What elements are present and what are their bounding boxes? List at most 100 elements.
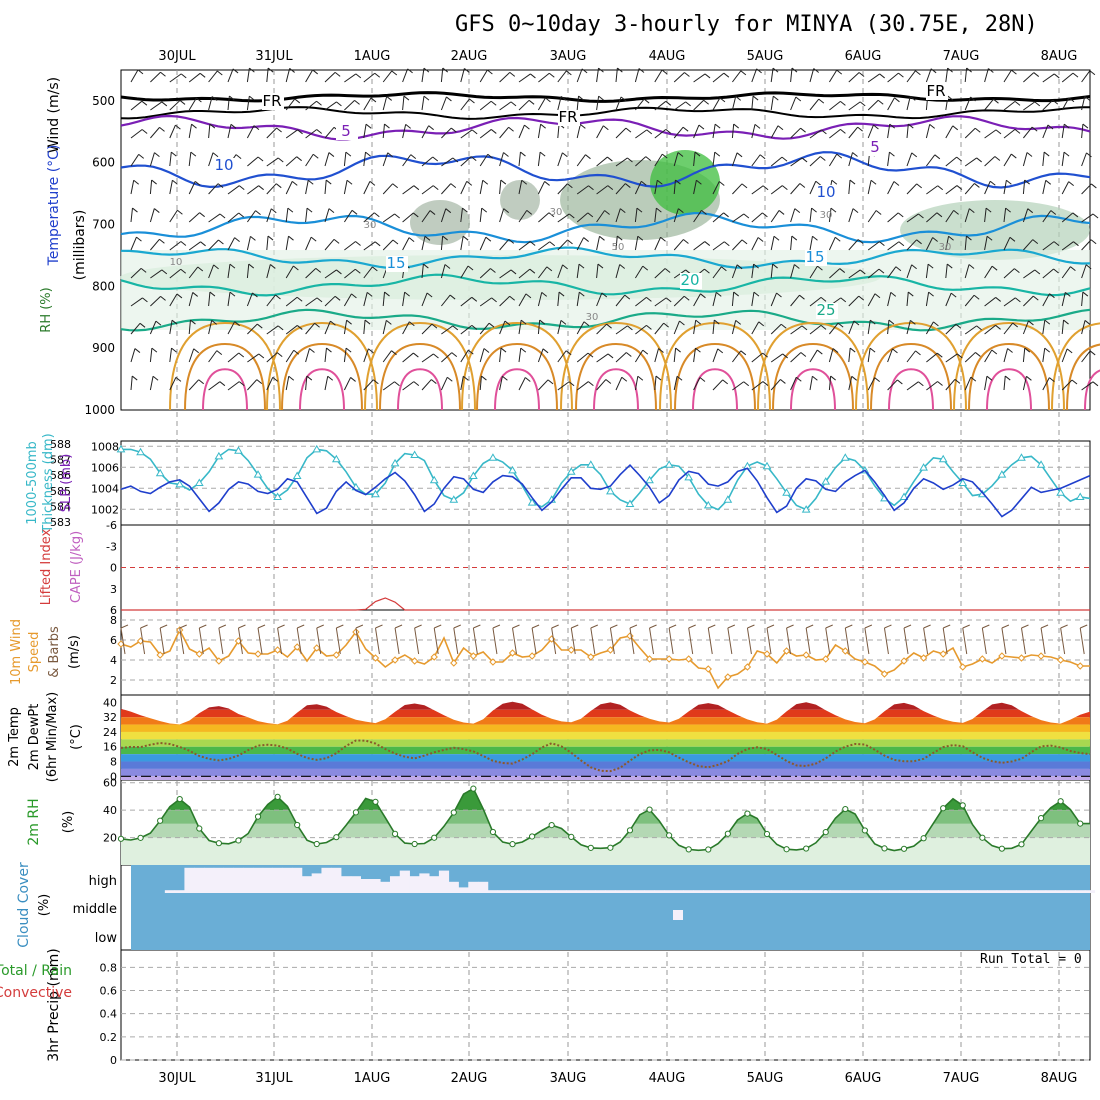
- rh2m-tick: 60: [103, 777, 117, 790]
- wind-barb-flag: [820, 324, 827, 330]
- wind-barb: [421, 264, 424, 279]
- thickness-point: [821, 477, 831, 485]
- temp-band: [121, 761, 1090, 769]
- wind-barb: [285, 265, 294, 279]
- wind-barb-flag: [762, 212, 768, 218]
- wind-barb-flag: [314, 322, 320, 328]
- wind-barb-flag: [986, 235, 993, 241]
- thickness-point: [116, 444, 126, 453]
- wind-barb: [518, 73, 531, 83]
- wind-barb: [770, 185, 783, 195]
- high-cloud-bar: [223, 867, 234, 893]
- wind-barb: [518, 180, 523, 195]
- wind-barb-flag: [820, 297, 827, 302]
- wind-barb: [790, 68, 793, 83]
- high-cloud-bar: [380, 881, 391, 893]
- wind-barb-flag: [256, 323, 263, 329]
- wind-barb-flag: [718, 181, 725, 186]
- wind-barb: [731, 124, 735, 139]
- high-cloud-bar: [1084, 890, 1096, 893]
- date-label-bottom: 6AUG: [845, 1071, 882, 1086]
- high-cloud-bar: [448, 881, 459, 893]
- wind-barb: [363, 241, 376, 251]
- wind-barb-flag: [509, 72, 516, 77]
- wind-barb-flag: [970, 376, 977, 382]
- wind-barb-flag: [423, 95, 430, 101]
- wind-barb: [1061, 97, 1070, 111]
- high-cloud-bar: [849, 890, 861, 893]
- wind-barb-flag: [816, 349, 823, 355]
- wind-barb-flag: [937, 185, 944, 191]
- rh2m-point: [157, 817, 164, 824]
- wind-barb-flag: [469, 98, 475, 104]
- wind-barb: [227, 68, 234, 83]
- wind-barb: [266, 157, 279, 167]
- wind-barb: [188, 379, 200, 391]
- thickness-tick: 584: [50, 500, 71, 513]
- high-cloud-bar: [1006, 890, 1017, 893]
- wind-barb-flag: [603, 125, 609, 131]
- wind-barb: [751, 185, 764, 195]
- wind-barb-flag: [601, 292, 608, 298]
- wind-barb-flag: [966, 67, 972, 73]
- wind-barb-flag: [560, 96, 567, 101]
- wind-barb: [867, 210, 877, 223]
- wind-barb: [538, 241, 551, 251]
- wind-barb-flag: [258, 185, 264, 191]
- bl-temp-contour: [772, 342, 854, 411]
- bl-temp-contour: [986, 368, 1032, 411]
- wind-barb: [382, 292, 386, 307]
- wind-barb-flag: [1092, 213, 1099, 219]
- wind-barb-flag: [462, 235, 469, 241]
- wind-barb-flag: [309, 348, 315, 353]
- wind-barb: [654, 297, 667, 307]
- wind-barb: [712, 124, 716, 139]
- wind10-point: [567, 646, 575, 654]
- wind-barb: [266, 208, 272, 223]
- wind-barb: [654, 322, 665, 335]
- wind-barb-flag: [180, 241, 187, 246]
- rh2m-point: [372, 798, 379, 805]
- wind-barb-flag: [646, 296, 652, 302]
- wind-barb: [1003, 237, 1011, 251]
- wind-barb-flag: [275, 183, 282, 189]
- wind-barb: [1081, 264, 1087, 279]
- wind-barb: [246, 68, 250, 83]
- wind-barb-flag: [449, 294, 456, 300]
- wind-barb-flag: [604, 210, 610, 215]
- rh2m-point: [1077, 820, 1084, 827]
- wind-barb: [227, 212, 240, 223]
- wind-barb-flag: [873, 124, 879, 130]
- wind-barb: [169, 124, 176, 139]
- high-cloud-bar: [732, 890, 743, 893]
- wind-barb: [421, 125, 430, 139]
- wind-barb-flag: [345, 151, 352, 157]
- wind-barb-flag: [927, 263, 934, 269]
- wind-barb-flag: [715, 291, 722, 297]
- wind-barb-flag: [1082, 123, 1089, 129]
- wind-barb-flag: [947, 67, 953, 73]
- wind-barb-flag: [312, 69, 319, 75]
- wind-barb-flag: [249, 95, 255, 101]
- wind-barb: [615, 377, 623, 391]
- wind-barb: [751, 352, 763, 363]
- wind-barb: [945, 156, 957, 167]
- thickness-point: [1075, 492, 1085, 500]
- rh2m-point: [744, 810, 751, 817]
- wind10-barb: [120, 627, 126, 655]
- wind10-point: [782, 647, 791, 655]
- bl-temp-contour: [757, 321, 869, 411]
- wind-barb: [518, 124, 525, 139]
- wind-barb: [440, 96, 447, 111]
- label-rh2m-units: (%): [61, 811, 76, 834]
- wind-barb: [421, 292, 428, 307]
- high-cloud-bar: [203, 867, 215, 893]
- wind-barb-flag: [229, 95, 235, 101]
- high-cloud-bar: [262, 867, 273, 893]
- wind-barb: [518, 348, 522, 363]
- rh2m-point: [215, 840, 222, 847]
- wind-barb: [247, 353, 260, 363]
- contour-label-bg: [336, 124, 358, 140]
- wind-barb: [1042, 377, 1050, 391]
